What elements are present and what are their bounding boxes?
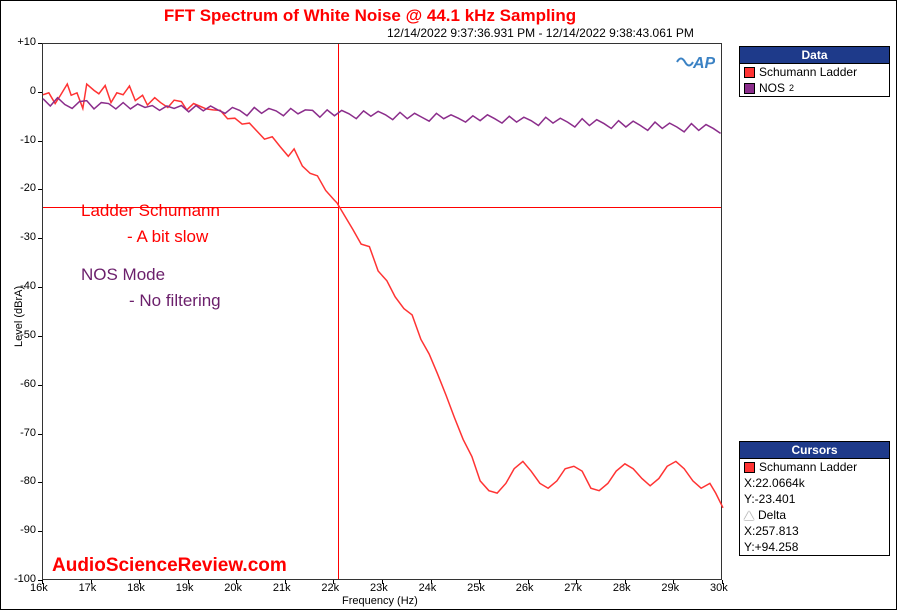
ap-logo: AP <box>675 50 715 77</box>
legend-data: DataSchumann LadderNOS2 <box>739 46 890 97</box>
y-tick-label: -60 <box>20 378 36 390</box>
legend-header: Cursors <box>740 442 889 459</box>
x-tick-label: 19k <box>176 582 194 594</box>
y-tick-label: -20 <box>20 182 36 194</box>
legend-swatch <box>744 83 755 94</box>
x-tick-label: 21k <box>273 582 291 594</box>
x-tick-label: 30k <box>710 582 728 594</box>
y-tick-label: -80 <box>20 475 36 487</box>
legend-label: X:22.0664k <box>744 476 805 490</box>
ap-logo-svg: AP <box>675 50 715 72</box>
legend-row: Y:+94.258 <box>740 539 889 555</box>
x-tick-label: 27k <box>564 582 582 594</box>
x-tick-label: 24k <box>419 582 437 594</box>
legend-swatch <box>744 462 755 473</box>
x-tick-label: 20k <box>224 582 242 594</box>
legend-swatch <box>744 67 755 78</box>
annotation-text: - No filtering <box>129 291 221 311</box>
plot-area: AP <box>42 43 722 580</box>
legend-row: Y:-23.401 <box>740 491 889 507</box>
cursor-vertical <box>338 44 339 579</box>
legend-row: Delta <box>740 507 889 523</box>
x-tick-label: 26k <box>516 582 534 594</box>
series-nos-2 <box>43 98 721 134</box>
x-tick-label: 17k <box>79 582 97 594</box>
chart-container: FFT Spectrum of White Noise @ 44.1 kHz S… <box>0 0 897 610</box>
x-tick-label: 28k <box>613 582 631 594</box>
y-tick-label: 0 <box>30 85 36 97</box>
x-tick-label: 22k <box>321 582 339 594</box>
ap-logo-text: AP <box>692 55 715 72</box>
delta-icon <box>744 511 754 520</box>
annotation-text: AudioScienceReview.com <box>52 555 287 577</box>
legend-label: NOS <box>759 81 785 95</box>
y-tick-label: -70 <box>20 427 36 439</box>
annotation-text: Ladder Schumann <box>81 201 220 221</box>
legend-label: Y:-23.401 <box>744 492 795 506</box>
legend-row: Schumann Ladder <box>740 459 889 475</box>
x-tick-label: 29k <box>661 582 679 594</box>
legend-label: Delta <box>758 508 786 522</box>
x-tick-label: 23k <box>370 582 388 594</box>
legend-label: Schumann Ladder <box>759 65 857 79</box>
y-axis-label: Level (dBrA) <box>13 285 25 346</box>
legend-label: X:257.813 <box>744 524 799 538</box>
legend-label: Y:+94.258 <box>744 540 798 554</box>
annotation-text: NOS Mode <box>81 265 165 285</box>
x-axis-label: Frequency (Hz) <box>342 595 418 607</box>
y-tick-label: -90 <box>20 524 36 536</box>
legend-row: NOS2 <box>740 80 889 96</box>
legend-cursors: CursorsSchumann Ladder X:22.0664k Y:-23.40… <box>739 441 890 556</box>
legend-row: Schumann Ladder <box>740 64 889 80</box>
x-tick-label: 18k <box>127 582 145 594</box>
y-tick-label: -10 <box>20 134 36 146</box>
legend-header: Data <box>740 47 889 64</box>
annotation-text: - A bit slow <box>127 227 208 247</box>
x-tick-label: 25k <box>467 582 485 594</box>
chart-title: FFT Spectrum of White Noise @ 44.1 kHz S… <box>1 6 739 26</box>
y-tick-label: +10 <box>17 36 36 48</box>
legend-row: X:257.813 <box>740 523 889 539</box>
y-tick-label: -100 <box>14 573 36 585</box>
legend-row: X:22.0664k <box>740 475 889 491</box>
y-tick-label: -30 <box>20 231 36 243</box>
timestamp: 12/14/2022 9:37:36.931 PM - 12/14/2022 9… <box>387 26 694 40</box>
legend-label: Schumann Ladder <box>759 460 857 474</box>
data-series-svg <box>43 44 723 581</box>
